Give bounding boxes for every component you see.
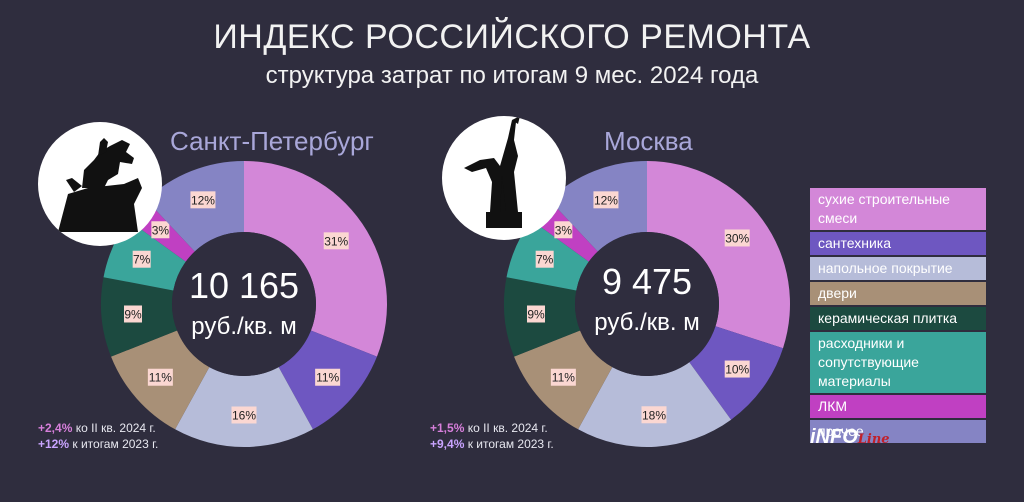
spb-donut-hole — [172, 232, 316, 376]
spb-center-unit: руб./кв. м — [191, 313, 297, 340]
legend-item-doors: двери — [810, 282, 986, 305]
svg-text:11%: 11% — [552, 371, 575, 385]
msk-slice-label-1: 10% — [724, 360, 750, 378]
bronze-horseman-icon — [38, 122, 162, 246]
spb-change-notes: +2,4% ко II кв. 2024 г. +12% к итогам 20… — [38, 420, 158, 452]
city-title-spb: Санкт-Петербург — [170, 126, 374, 156]
msk-slice-2 — [578, 362, 732, 447]
spb-slice-label-7: 12% — [190, 191, 216, 209]
svg-text:12%: 12% — [594, 193, 618, 207]
spb-slice-label-6: 3% — [151, 221, 170, 239]
legend: сухие строительные смеси сантехника напо… — [810, 188, 986, 445]
svg-text:31%: 31% — [324, 234, 348, 248]
svg-text:30%: 30% — [725, 231, 749, 245]
msk-slice-label-3: 11% — [550, 368, 576, 386]
svg-text:10%: 10% — [725, 363, 749, 377]
svg-text:7%: 7% — [536, 253, 554, 267]
legend-item-flooring: напольное покрытие — [810, 257, 986, 280]
legend-item-other: прочее — [810, 420, 986, 443]
spb-change-q2-value: +2,4% — [38, 421, 73, 435]
legend-item-consumables: расходники и сопутствующие материалы — [810, 332, 986, 393]
legend-item-plumbing: сантехника — [810, 232, 986, 255]
svg-text:9%: 9% — [124, 307, 142, 321]
spb-slice-label-4: 9% — [123, 305, 142, 323]
logo-script: Line — [857, 432, 890, 447]
msk-slice-label-0: 30% — [724, 229, 750, 247]
msk-center-unit: руб./кв. м — [594, 309, 700, 336]
city-title-msk: Москва — [604, 126, 693, 156]
spb-slice-label-1: 11% — [315, 368, 341, 386]
spb-center-value: 10 165 — [189, 265, 299, 306]
svg-text:9%: 9% — [527, 307, 545, 321]
msk-change-q2-text: ко II кв. 2024 г. — [467, 421, 548, 435]
page-title: ИНДЕКС РОССИЙСКОГО РЕМОНТА — [213, 18, 811, 56]
spb-slice-label-0: 31% — [323, 232, 349, 250]
spb-slice-label-2: 16% — [231, 406, 257, 424]
spb-slice-label-3: 11% — [147, 368, 173, 386]
msk-slice-label-7: 12% — [593, 191, 619, 209]
msk-center-value: 9 475 — [602, 261, 692, 302]
svg-text:12%: 12% — [191, 193, 215, 207]
msk-slice-0 — [647, 161, 790, 349]
msk-change-year-value: +9,4% — [430, 437, 465, 451]
msk-change-year-text: к итогам 2023 г. — [467, 437, 554, 451]
spb-change-q2-text: ко II кв. 2024 г. — [75, 421, 156, 435]
spb-slice-0 — [244, 161, 387, 357]
msk-donut-hole — [575, 232, 719, 376]
page-subtitle: структура затрат по итогам 9 мес. 2024 г… — [265, 62, 759, 89]
msk-slice-label-6: 3% — [554, 221, 573, 239]
infoline-logo: iNFOLine — [810, 426, 890, 449]
svg-text:11%: 11% — [149, 371, 172, 385]
msk-change-notes: +1,5% ко II кв. 2024 г. +9,4% к итогам 2… — [430, 420, 554, 452]
msk-slice-label-4: 9% — [526, 305, 545, 323]
legend-item-ceramic-tile: керамическая плитка — [810, 307, 986, 330]
svg-text:3%: 3% — [555, 223, 573, 237]
logo-main: iNFO — [810, 426, 858, 448]
spb-change-year-text: к итогам 2023 г. — [72, 437, 159, 451]
spb-change-year-value: +12% — [38, 437, 70, 451]
spb-slice-label-5: 7% — [132, 250, 151, 268]
svg-text:11%: 11% — [316, 371, 339, 385]
svg-text:16%: 16% — [232, 409, 256, 423]
svg-text:18%: 18% — [642, 408, 666, 422]
msk-slice-label-5: 7% — [535, 250, 554, 268]
legend-item-paint: ЛКМ — [810, 395, 986, 418]
msk-slice-label-2: 18% — [641, 406, 667, 424]
worker-and-kolkhoz-woman-icon — [442, 116, 566, 240]
svg-text:7%: 7% — [133, 253, 151, 267]
msk-change-q2-value: +1,5% — [430, 421, 465, 435]
svg-text:3%: 3% — [152, 223, 170, 237]
legend-item-dry-mixes: сухие строительные смеси — [810, 188, 986, 230]
